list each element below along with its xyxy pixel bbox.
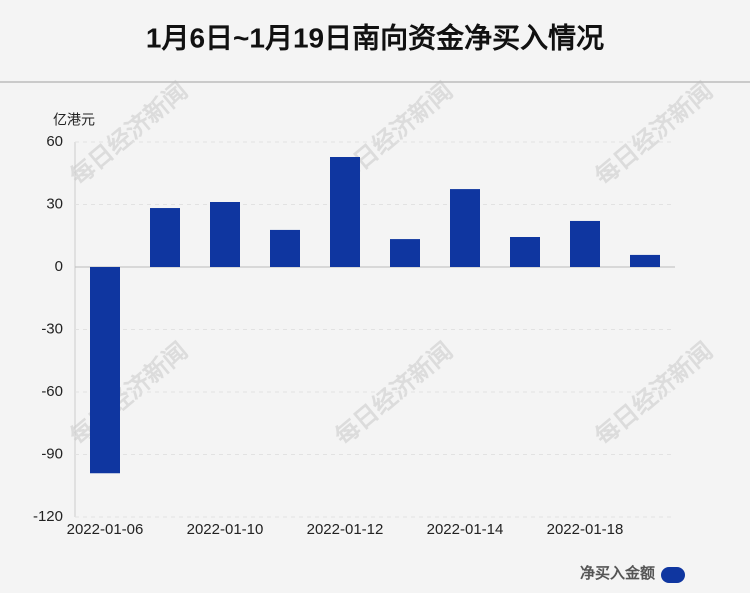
x-tick-label: 2022-01-12 — [307, 521, 384, 538]
y-tick-label: -60 — [41, 383, 63, 400]
y-tick-label: -30 — [41, 320, 63, 337]
bar — [630, 254, 660, 267]
legend-label: 净买入金额 — [580, 564, 655, 582]
bar — [210, 202, 240, 267]
bar — [90, 267, 120, 474]
y-tick-label: -120 — [33, 508, 63, 525]
bar — [510, 237, 540, 267]
bar — [150, 208, 180, 267]
bar — [270, 229, 300, 267]
y-tick-label: 0 — [55, 258, 63, 275]
y-tick-label: -90 — [41, 445, 63, 462]
x-tick-label: 2022-01-06 — [67, 521, 144, 538]
bar — [390, 239, 420, 267]
bar — [570, 220, 600, 267]
chart-title: 1月6日~1月19日南向资金净买入情况 — [146, 21, 604, 53]
bar — [330, 157, 360, 267]
x-tick-label: 2022-01-18 — [547, 521, 624, 538]
x-tick-label: 2022-01-10 — [187, 521, 264, 538]
bar — [450, 189, 480, 267]
x-tick-label: 2022-01-14 — [427, 521, 504, 538]
y-unit: 亿港元 — [53, 112, 95, 128]
y-tick-label: 30 — [46, 195, 63, 212]
legend-swatch — [661, 567, 685, 583]
y-tick-label: 60 — [46, 133, 63, 150]
